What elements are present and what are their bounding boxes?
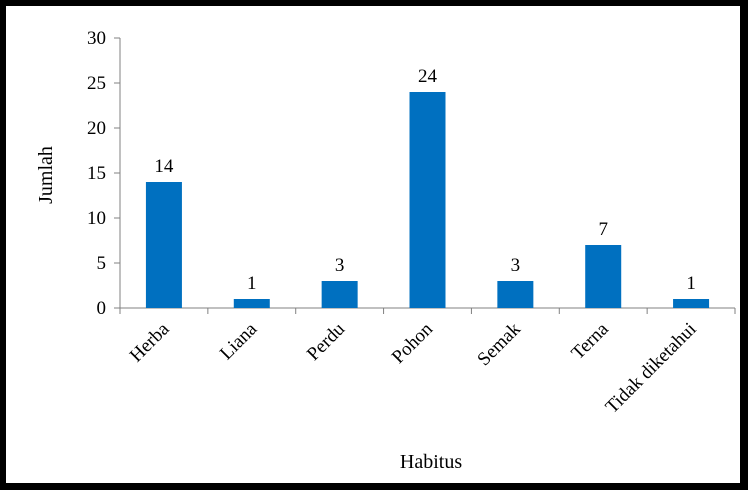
data-label: 1: [686, 273, 696, 294]
data-label: 1: [247, 273, 257, 294]
x-tick-label: Liana: [216, 318, 262, 364]
data-label: 14: [154, 156, 174, 177]
y-tick-label: 25: [87, 73, 106, 94]
data-label: 3: [511, 255, 521, 276]
bar-semak: [497, 281, 534, 308]
x-tick-label: Semak: [473, 318, 525, 370]
y-tick-label: 20: [87, 118, 106, 139]
y-tick-label: 30: [87, 28, 106, 49]
data-label: 7: [598, 219, 608, 240]
x-tick-label: Herba: [126, 318, 174, 366]
y-tick-label: 5: [97, 253, 107, 274]
data-label: 3: [335, 255, 345, 276]
data-labels: 14 1 3 24 3 7 1: [154, 66, 695, 294]
x-tick-label: Perdu: [303, 318, 350, 365]
bar-pohon: [409, 92, 446, 308]
data-label: 24: [418, 66, 438, 87]
y-tick-label: 10: [87, 208, 106, 229]
bar-herba: [145, 182, 182, 308]
bar-terna: [585, 245, 622, 308]
bar-tidak-diketahui: [673, 299, 710, 308]
x-tick-label: Pohon: [388, 318, 438, 368]
y-axis-title: Jumlah: [35, 146, 57, 204]
x-tick-label: Terna: [568, 318, 614, 364]
x-axis-title: Habitus: [400, 451, 462, 473]
bar-perdu: [321, 281, 358, 308]
x-axis: [119, 307, 736, 314]
bars: [145, 92, 710, 308]
y-tick-label: 15: [87, 163, 106, 184]
y-tick-label: 0: [97, 298, 107, 319]
x-tick-label: Tidak diketahui: [602, 319, 701, 418]
y-axis: 0 5 10 15 20 25 30: [87, 28, 121, 319]
bar-liana: [233, 299, 270, 308]
